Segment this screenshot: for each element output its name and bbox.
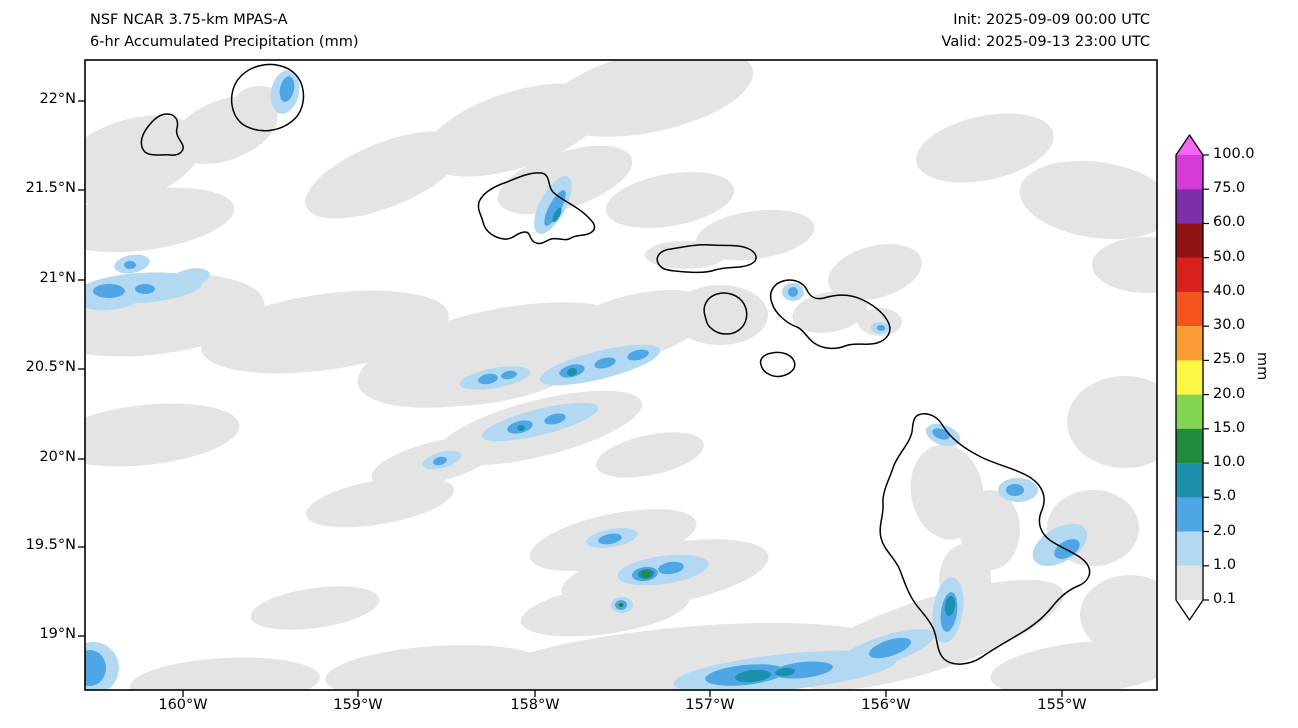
y-tick-label: 20.5°N [25,359,76,375]
colorbar-tick-label: 2.0 [1213,523,1237,539]
x-tick-label: 159°W [333,697,383,713]
y-tick-label: 20°N [39,449,76,465]
island-molokai [656,244,757,274]
map-plot-area [78,59,1158,697]
island-maui [769,279,891,350]
model-name: NSF NCAR 3.75-km MPAS-A [90,12,288,28]
y-tick-label: 19.5°N [25,537,76,553]
plot-title: NSF NCAR 3.75-km MPAS-A 6-hr Accumulated… [90,9,358,53]
colorbar-tick-label: 0.1 [1213,591,1237,607]
colorbar-tick-label: 75.0 [1213,180,1246,196]
y-tick-marks [78,100,85,637]
product-name: 6-hr Accumulated Precipitation (mm) [90,34,359,50]
x-tick-label: 156°W [861,697,911,713]
x-tick-label: 158°W [510,697,560,713]
x-tick-marks [182,690,1063,697]
y-tick-label: 21.5°N [25,180,76,196]
precip-layer-0p1-1mm [85,60,1157,690]
colorbar-tick-label: 10.0 [1213,454,1246,470]
x-tick-label: 155°W [1037,697,1087,713]
y-tick-label: 22°N [39,91,76,107]
colorbar-under-arrow [1176,600,1203,620]
island-oahu [477,172,596,245]
colorbar-tick-marks [1203,154,1209,601]
time-info: Init: 2025-09-09 00:00 UTC Valid: 2025-0… [942,9,1150,53]
colorbar-tick-label: 40.0 [1213,283,1246,299]
island-kahoolawe [759,351,796,378]
island-hawaii [879,413,1091,665]
valid-time: Valid: 2025-09-13 23:00 UTC [941,34,1150,50]
x-tick-label: 157°W [685,697,735,713]
colorbar [1175,131,1215,635]
island-kauai [230,63,305,132]
y-tick-label: 19°N [39,626,76,642]
coastlines [140,63,1091,665]
colorbar-tick-label: 20.0 [1213,386,1246,402]
precip-layer-5-10mm [517,207,956,683]
island-lanai [703,292,748,335]
colorbar-tick-label: 60.0 [1213,214,1246,230]
colorbar-tick-label: 5.0 [1213,488,1237,504]
island-niihau [140,113,184,156]
colorbar-tick-label: 100.0 [1213,146,1255,162]
colorbar-tick-label: 50.0 [1213,249,1246,265]
colorbar-tick-label: 30.0 [1213,317,1246,333]
colorbar-tick-label: 15.0 [1213,420,1246,436]
init-time: Init: 2025-09-09 00:00 UTC [953,12,1150,28]
colorbar-over-arrow [1176,135,1203,155]
y-tick-label: 21°N [39,270,76,286]
colorbar-tick-label: 1.0 [1213,557,1237,573]
colorbar-unit-label: mm [1254,352,1270,381]
precip-layer-10-15mm [618,570,651,607]
colorbar-tick-label: 25.0 [1213,351,1246,367]
plot-border [84,59,1158,691]
x-tick-label: 160°W [158,697,208,713]
